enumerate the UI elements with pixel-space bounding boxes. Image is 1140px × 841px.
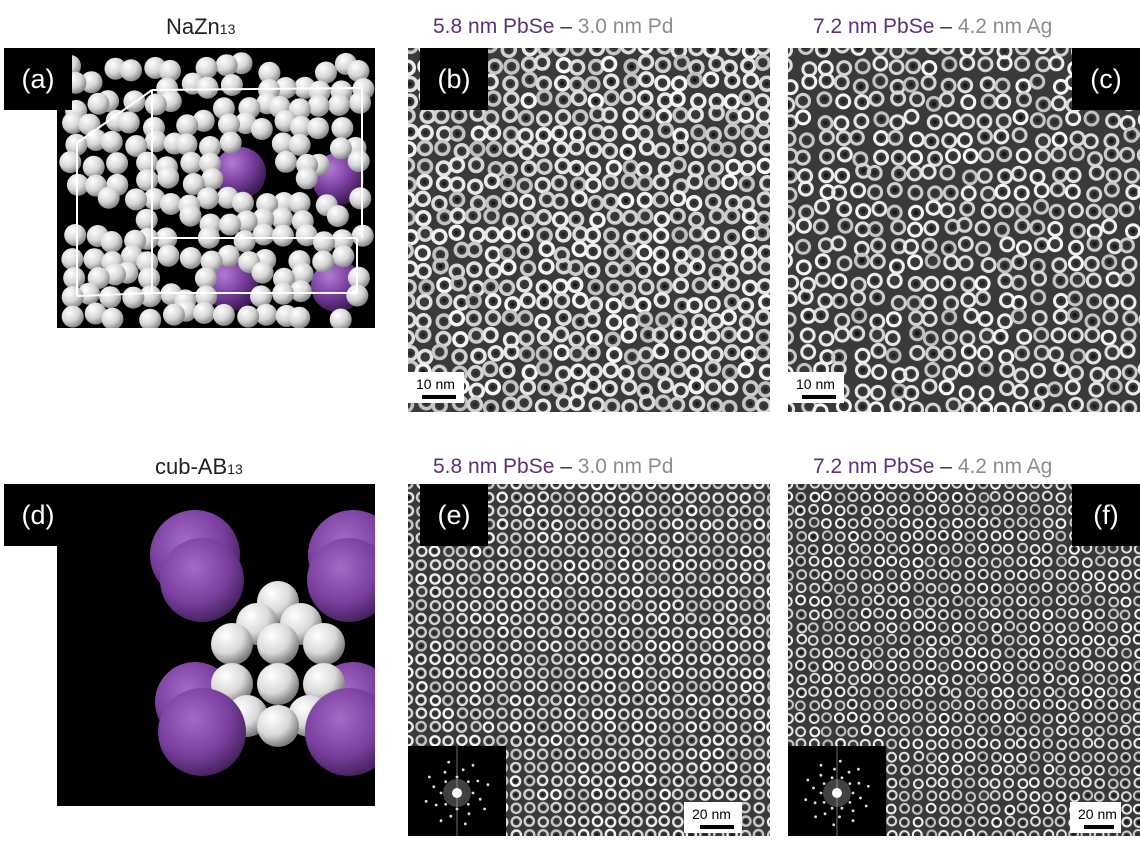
- panel-b-label: (b): [420, 48, 488, 110]
- cub-ab13-title: cub-AB13: [155, 454, 243, 480]
- panel-f-title: 7.2 nm PbSe – 4.2 nm Ag: [813, 455, 1052, 479]
- unit-cell-edges: [76, 87, 363, 297]
- small-spheres-group: [59, 52, 375, 328]
- panel-b-scale-label: 10 nm: [416, 376, 455, 392]
- panel-b-title-secondary: 3.0 nm Pd: [577, 15, 674, 38]
- large-sphere-front-tr: [307, 538, 375, 622]
- panel-e-scale-bar: 20 nm: [684, 802, 742, 833]
- panel-c-title-primary: 7.2 nm PbSe: [813, 15, 935, 38]
- panel-a-label: (a): [4, 48, 72, 110]
- panel-c-scale-line: [802, 395, 836, 399]
- large-sphere-front-tl: [160, 538, 244, 622]
- panel-c-title-dash: –: [934, 15, 958, 38]
- nazn13-title-main: NaZn: [166, 14, 220, 39]
- panel-a-nazn13-structure: [57, 48, 375, 328]
- panel-e-title-primary: 5.8 nm PbSe: [433, 455, 555, 478]
- nazn13-crystal-model: [59, 52, 375, 328]
- panel-b-title: 5.8 nm PbSe – 3.0 nm Pd: [433, 15, 674, 39]
- panel-d-cub-ab13-structure: [57, 484, 375, 806]
- panel-e-label: (e): [420, 484, 488, 546]
- large-sphere-front-br: [305, 688, 375, 776]
- panel-f-scale-line: [1084, 825, 1114, 829]
- panel-f-title-secondary: 4.2 nm Ag: [957, 455, 1053, 478]
- panel-f-scale-label: 20 nm: [1078, 806, 1117, 822]
- nazn13-title: NaZn13: [166, 14, 235, 40]
- panel-f-title-primary: 7.2 nm PbSe: [813, 455, 935, 478]
- panel-f-label: (f): [1072, 484, 1140, 546]
- panel-b-scale-line: [422, 395, 456, 399]
- panel-c-scale-bar: 10 nm: [788, 372, 844, 403]
- panel-c-title-secondary: 4.2 nm Ag: [957, 15, 1053, 38]
- panel-c-title: 7.2 nm PbSe – 4.2 nm Ag: [813, 15, 1052, 39]
- panel-f-scale-bar: 20 nm: [1070, 802, 1121, 833]
- panel-c-tem-image: [788, 48, 1140, 412]
- diffraction-pattern-e: [424, 746, 490, 836]
- nazn13-title-sub: 13: [219, 21, 236, 37]
- diffraction-pattern-f: [804, 746, 870, 836]
- panel-f-title-dash: –: [934, 455, 958, 478]
- cub-ab13-title-main: cub-AB: [155, 454, 228, 479]
- panel-b-scale-bar: 10 nm: [408, 372, 464, 403]
- panel-d-label: (d): [4, 484, 72, 546]
- large-sphere-front-bl: [158, 688, 246, 776]
- panel-e-scale-line: [700, 825, 734, 829]
- panel-c-scale-label: 10 nm: [796, 376, 835, 392]
- panel-f-diffraction-inset: [788, 746, 886, 836]
- panel-b-title-dash: –: [554, 15, 578, 38]
- nanoparticle-rings: [408, 48, 770, 412]
- panel-e-title: 5.8 nm PbSe – 3.0 nm Pd: [433, 455, 674, 479]
- panel-e-diffraction-inset: [408, 746, 506, 836]
- panel-e-title-dash: –: [554, 455, 578, 478]
- cub-ab13-title-sub: 13: [227, 461, 243, 477]
- panel-b-title-primary: 5.8 nm PbSe: [433, 15, 555, 38]
- panel-e-title-secondary: 3.0 nm Pd: [577, 455, 674, 478]
- nanoparticle-rings: [408, 484, 770, 836]
- panel-e-scale-label: 20 nm: [692, 806, 731, 822]
- panel-c-label: (c): [1072, 48, 1140, 110]
- cub-ab13-model: [150, 510, 375, 776]
